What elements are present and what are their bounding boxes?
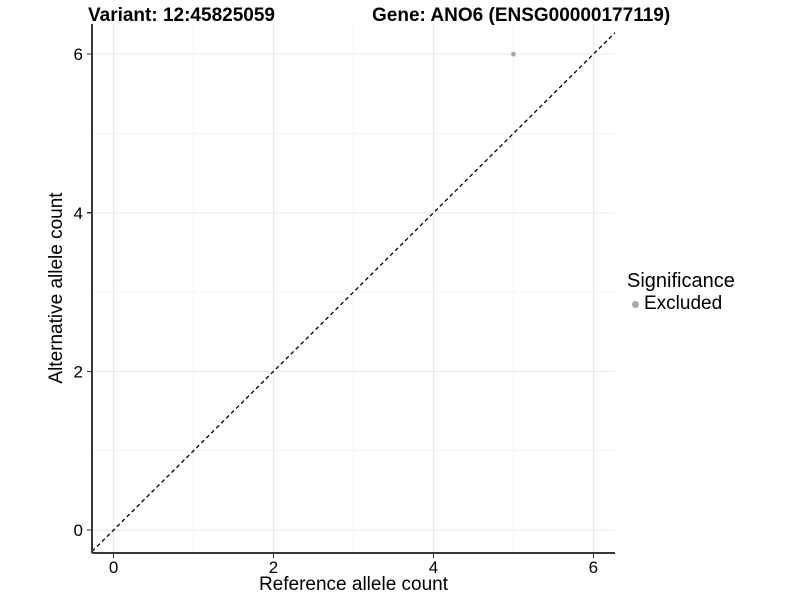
data-point-excluded [511, 51, 516, 57]
legend: Significance Excluded [627, 270, 735, 314]
gene-title: Gene: ANO6 (ENSG00000177119) [372, 5, 671, 26]
minor-gridlines [92, 24, 615, 553]
x-tick-label: 6 [589, 558, 598, 577]
y-tick-label: 4 [74, 204, 83, 223]
legend-title: Significance [627, 270, 735, 292]
data-points [511, 51, 516, 57]
x-tick-label: 4 [429, 558, 438, 577]
y-tick-label: 2 [74, 362, 83, 381]
major-gridlines [92, 24, 615, 553]
y-tick-label: 0 [74, 521, 83, 540]
excluded-marker-icon [632, 300, 639, 308]
identity-line [91, 32, 616, 552]
x-axis-title: Reference allele count [258, 574, 449, 595]
y-axis-title: Alternative allele count [46, 192, 67, 384]
x-tick-label: 0 [109, 558, 118, 577]
variant-title: Variant: 12:45825059 [88, 5, 275, 26]
legend-item-label: Excluded [644, 293, 723, 314]
tick-labels: 0 2 4 6 0 2 4 6 [74, 45, 599, 577]
tick-marks [87, 53, 595, 558]
axis-lines [91, 24, 615, 554]
y-tick-label: 6 [74, 45, 83, 64]
legend-item-excluded: Excluded [627, 294, 735, 314]
x-tick-label: 2 [269, 558, 278, 577]
